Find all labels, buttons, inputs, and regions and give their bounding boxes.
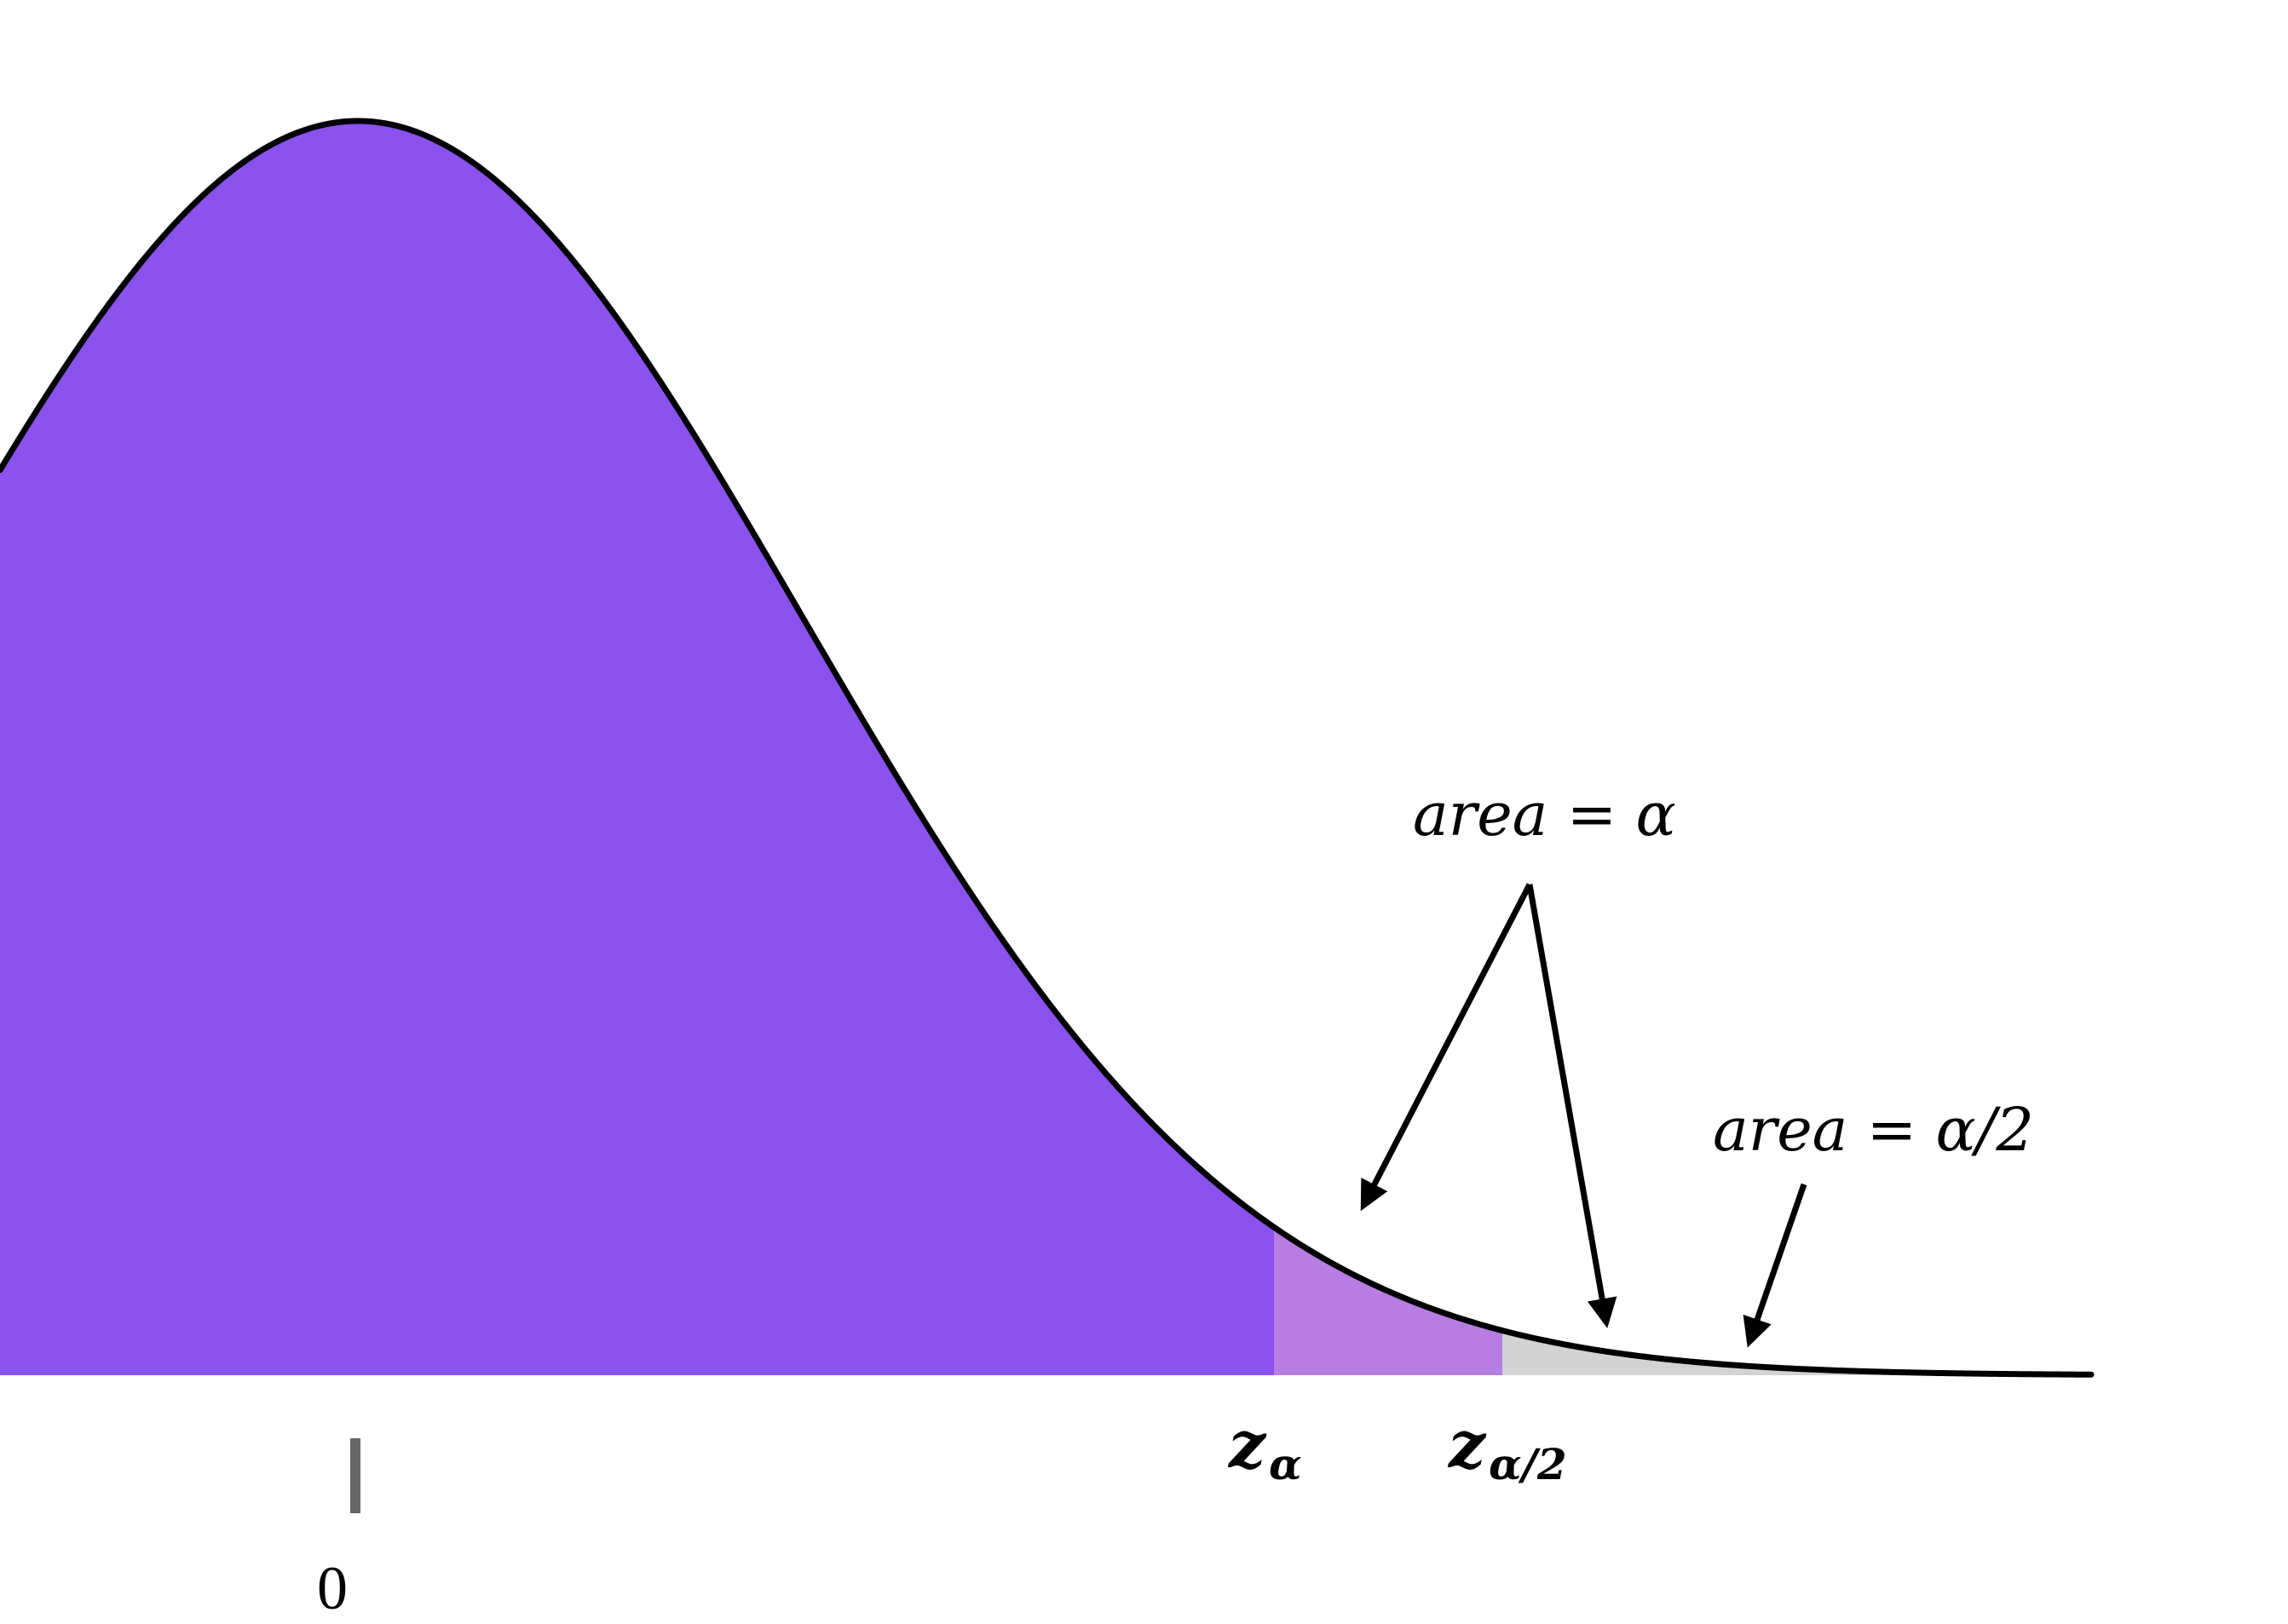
area-alpha-arrow-right [1526, 884, 1617, 1328]
zero-tick-mark [350, 1438, 360, 1513]
z-alpha-label: zα [1227, 1407, 1302, 1489]
area-half-alpha-arrow [1743, 1183, 1807, 1348]
area-alpha-label: area = α [1413, 780, 1676, 849]
zero-label: 0 [317, 1554, 348, 1622]
density-curve [0, 118, 2095, 1378]
half-alpha-tail-region [1502, 1330, 2092, 1375]
z-half-alpha-label: zα/2 [1447, 1407, 1567, 1489]
area-half-alpha-label: area = α/2 [1713, 1095, 2034, 1165]
area-alpha-arrow-left [1360, 883, 1533, 1212]
body-region [0, 121, 1274, 1375]
